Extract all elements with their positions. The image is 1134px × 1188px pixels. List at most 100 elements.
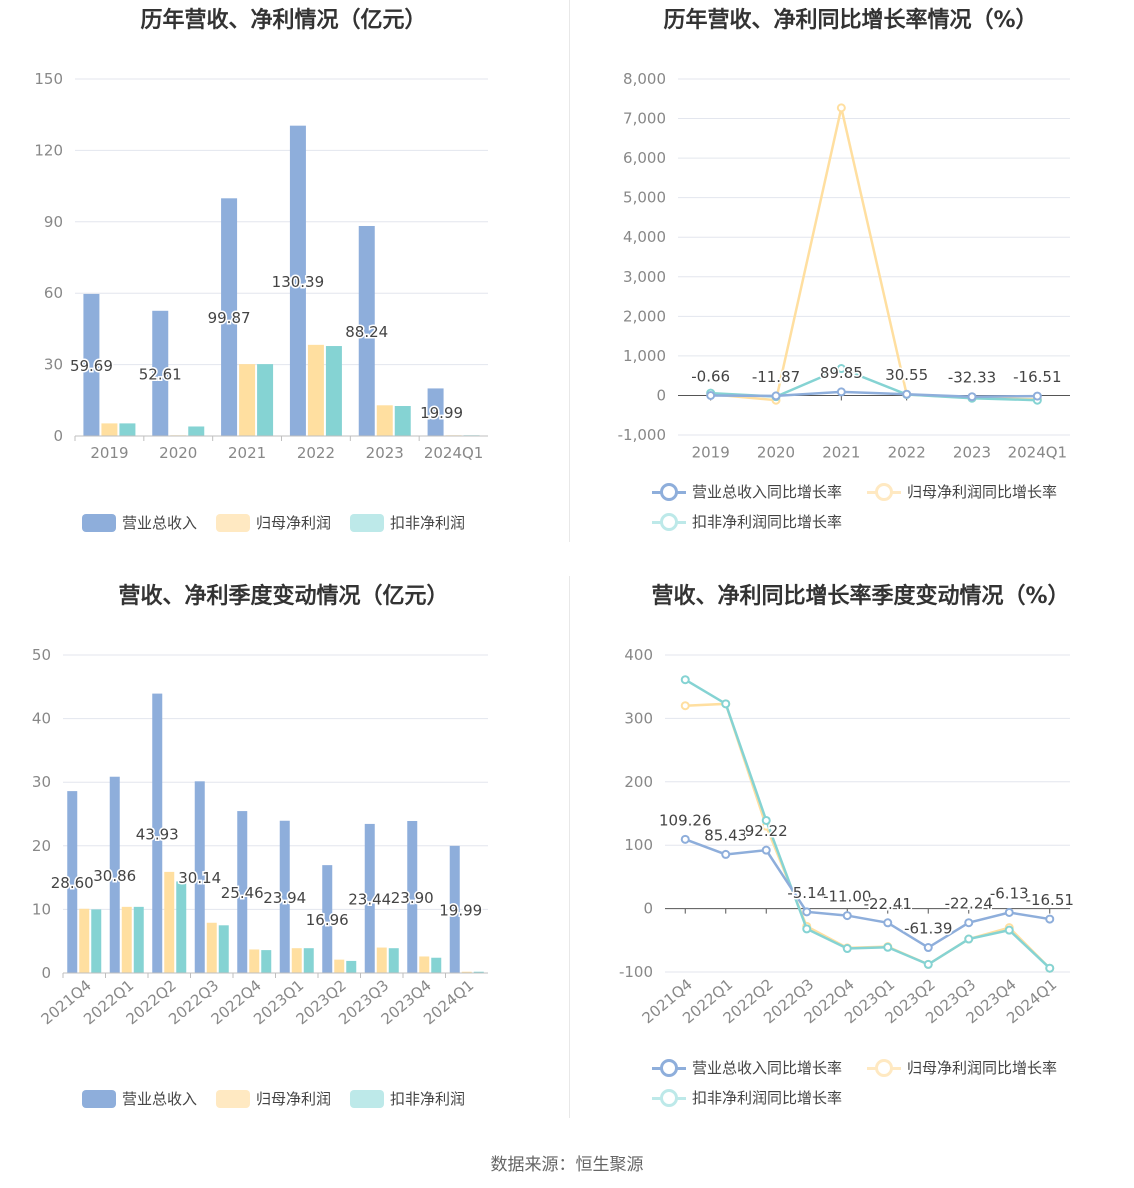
bar-revenue	[322, 865, 333, 973]
bar-revenue	[364, 823, 375, 973]
legend-label: 扣非净利润同比增长率	[692, 513, 843, 531]
y-tick-label: 2,000	[623, 307, 666, 325]
bar-deducted-profit	[218, 925, 229, 973]
bar-revenue	[194, 781, 205, 973]
legend-item-deducted-profit-growth[interactable]: 扣非净利润同比增长率	[652, 511, 842, 532]
point-deducted-profit	[802, 924, 812, 934]
legend-item-deducted-profit-growth[interactable]: 扣非净利润同比增长率	[652, 1087, 842, 1108]
x-tick-label: 2022	[297, 444, 335, 462]
legend-item-parent-profit-growth[interactable]: 归母净利润同比增长率	[867, 481, 1057, 502]
bar-revenue	[237, 811, 248, 973]
data-label: -16.51	[1013, 368, 1061, 386]
data-label: -61.39	[904, 920, 952, 938]
chart-title: 营收、净利同比增长率季度变动情况（%）	[651, 584, 1070, 609]
bar-revenue	[109, 776, 120, 973]
y-tick-label: 10	[32, 900, 51, 918]
data-label: -16.51	[1026, 891, 1074, 909]
chart-title: 历年营收、净利情况（亿元）	[140, 8, 427, 33]
legend-item-revenue-growth[interactable]: 营业总收入同比增长率	[652, 481, 842, 502]
data-label: -0.66	[691, 367, 730, 385]
bar-deducted-profit	[303, 948, 314, 973]
line-deducted-profit	[684, 678, 1051, 970]
legend-label: 归母净利润	[256, 1090, 332, 1108]
y-tick-label: -1,000	[618, 426, 666, 444]
bar-parent-profit	[164, 871, 175, 973]
y-tick-label: -100	[619, 963, 653, 981]
y-tick-label: 7,000	[623, 110, 666, 128]
point-revenue	[1045, 914, 1055, 924]
point-parent-profit	[680, 701, 690, 711]
bar-revenue	[407, 820, 418, 973]
x-tick-label: 2024Q1	[1008, 443, 1068, 461]
legend-symbol-parent-profit-growth	[867, 1058, 901, 1077]
point-parent-profit	[836, 103, 846, 113]
legend-item-parent-profit-growth[interactable]: 归母净利润同比增长率	[867, 1057, 1057, 1078]
y-tick-label: 4,000	[623, 228, 666, 246]
bar-deducted-profit	[346, 960, 357, 973]
point-revenue	[721, 849, 731, 859]
point-revenue	[964, 918, 974, 928]
bar-deducted-profit	[119, 423, 136, 436]
quarterly-growth-panel: 营收、净利同比增长率季度变动情况（%） -100 0 100 200 300 400 109…	[567, 576, 1134, 1152]
legend-label: 扣非净利润同比增长率	[692, 1089, 843, 1107]
bar-deducted-profit	[388, 948, 399, 973]
legend-item-deducted-profit[interactable]: 扣非净利润	[350, 512, 465, 533]
bar-parent-profit	[79, 908, 90, 973]
chart-title: 历年营收、净利同比增长率情况（%）	[663, 8, 1038, 33]
y-tick-label: 3,000	[623, 268, 666, 286]
point-revenue	[836, 387, 846, 397]
y-tick-label: 50	[32, 646, 51, 664]
x-tick-label: 2022	[888, 443, 926, 461]
bar-parent-profit	[376, 405, 393, 436]
data-label: -11.87	[752, 368, 800, 386]
data-label: 43.93	[136, 825, 179, 843]
legend-item-parent-profit[interactable]: 归母净利润	[216, 512, 331, 533]
data-label: 19.99	[439, 901, 482, 919]
bar-deducted-profit	[473, 971, 484, 973]
data-label: 25.46	[221, 884, 264, 902]
point-deducted-profit	[761, 815, 771, 825]
annual-growth-chart: -1,000 0 1,000 2,000 3,000 4,000 5,000 6,000 7,0…	[618, 70, 1070, 461]
point-deducted-profit	[721, 699, 731, 709]
bar-revenue	[152, 693, 163, 973]
point-revenue	[967, 392, 977, 402]
point-deducted-profit	[923, 959, 933, 969]
legend-item-revenue[interactable]: 营业总收入	[82, 1088, 197, 1109]
data-label: 89.85	[820, 364, 863, 382]
bar-parent-profit	[307, 344, 324, 436]
legend-item-revenue-growth[interactable]: 营业总收入同比增长率	[652, 1057, 842, 1078]
data-label: 19.99	[420, 404, 463, 422]
legend-item-revenue[interactable]: 营业总收入	[82, 512, 197, 533]
legend-label: 扣非净利润	[390, 514, 466, 532]
data-label: 99.87	[208, 309, 251, 327]
legend-label: 归母净利润	[256, 514, 332, 532]
y-tick-label: 400	[624, 646, 653, 664]
legend-item-parent-profit[interactable]: 归母净利润	[216, 1088, 331, 1109]
legend-symbol-revenue-growth	[652, 482, 686, 501]
legend-item-deducted-profit[interactable]: 扣非净利润	[350, 1088, 465, 1109]
bar-revenue	[427, 388, 444, 436]
legend-label: 归母净利润同比增长率	[907, 483, 1058, 501]
bar-revenue	[221, 198, 238, 436]
bar-deducted-profit	[257, 364, 274, 436]
bar-parent-profit	[121, 906, 132, 973]
legend-swatch-revenue	[82, 513, 116, 532]
legend-symbol-deducted-profit-growth	[652, 1088, 686, 1107]
bar-deducted-profit	[133, 906, 144, 973]
bar-parent-profit	[101, 423, 118, 436]
data-label: -22.41	[864, 895, 912, 913]
point-deducted-profit	[1045, 963, 1055, 973]
point-revenue	[1032, 391, 1042, 401]
point-deducted-profit	[836, 364, 846, 374]
data-label: 23.90	[391, 889, 434, 907]
bar-revenue	[152, 310, 169, 436]
y-tick-label: 40	[32, 710, 51, 728]
point-deducted-profit	[1004, 925, 1014, 935]
bar-revenue	[449, 845, 460, 973]
bar-parent-profit	[334, 959, 345, 973]
legend-symbol-deducted-profit-growth	[652, 512, 686, 531]
x-tick-label: 2021	[822, 443, 860, 461]
point-revenue	[923, 943, 933, 953]
point-deducted-profit	[883, 942, 893, 952]
